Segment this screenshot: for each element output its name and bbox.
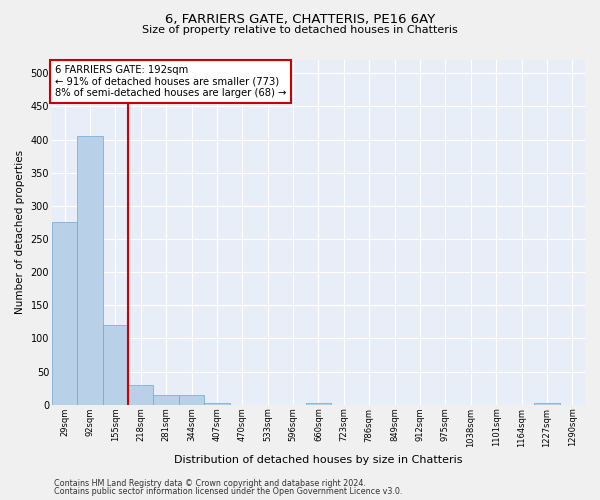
Text: 6 FARRIERS GATE: 192sqm
← 91% of detached houses are smaller (773)
8% of semi-de: 6 FARRIERS GATE: 192sqm ← 91% of detache… [55,65,286,98]
Text: Contains public sector information licensed under the Open Government Licence v3: Contains public sector information licen… [54,487,403,496]
Y-axis label: Number of detached properties: Number of detached properties [15,150,25,314]
Bar [204,403,230,405]
Bar [77,136,103,405]
Bar [179,395,204,405]
Bar [103,325,128,405]
Bar [306,403,331,405]
Bar [154,395,179,405]
Bar [128,385,154,405]
Text: 6, FARRIERS GATE, CHATTERIS, PE16 6AY: 6, FARRIERS GATE, CHATTERIS, PE16 6AY [165,12,435,26]
X-axis label: Distribution of detached houses by size in Chatteris: Distribution of detached houses by size … [174,455,463,465]
Text: Contains HM Land Registry data © Crown copyright and database right 2024.: Contains HM Land Registry data © Crown c… [54,478,366,488]
Text: Size of property relative to detached houses in Chatteris: Size of property relative to detached ho… [142,25,458,35]
Bar [52,222,77,405]
Bar [534,403,560,405]
